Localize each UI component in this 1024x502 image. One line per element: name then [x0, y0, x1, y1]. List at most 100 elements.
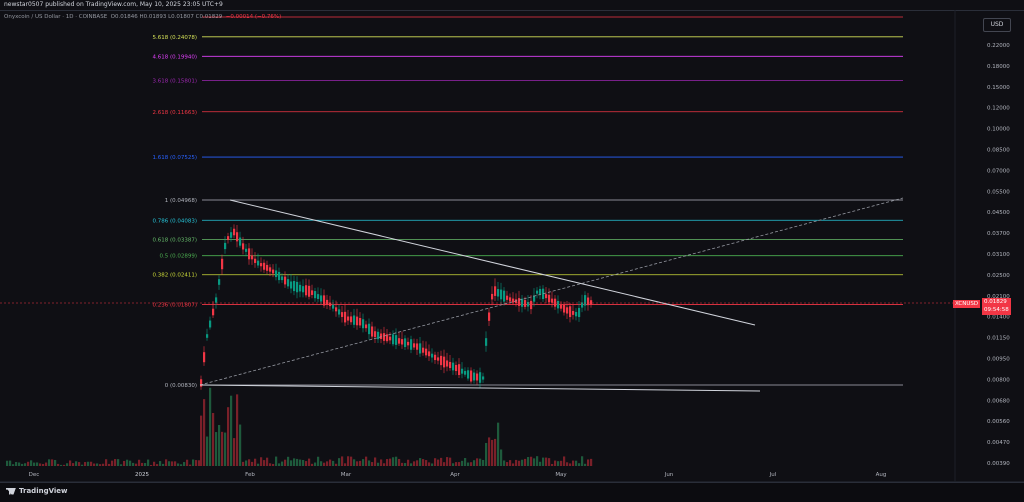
- volume-bar: [377, 462, 380, 466]
- volume-bar: [473, 460, 476, 466]
- volume-bar: [251, 461, 254, 466]
- candle-body: [425, 348, 428, 356]
- candle-body: [464, 370, 467, 375]
- volume-bar: [189, 464, 192, 466]
- dashed-diagonal-line[interactable]: [199, 197, 904, 386]
- volume-bar: [515, 459, 518, 466]
- descending-trendline[interactable]: [229, 199, 756, 326]
- volume-bar: [233, 438, 236, 466]
- volume-bar: [257, 463, 260, 466]
- candle-body: [380, 333, 383, 339]
- candle-body: [293, 281, 296, 292]
- volume-bar: [48, 459, 51, 466]
- volume-bar: [293, 458, 296, 466]
- volume-bar: [554, 460, 557, 466]
- candle-body: [500, 289, 503, 300]
- candle-body: [206, 334, 209, 338]
- candle-body: [278, 271, 281, 281]
- volume-bar: [491, 439, 494, 466]
- price-axis-label: 0.03700: [987, 231, 1010, 237]
- candle-body: [236, 232, 239, 242]
- candle-body: [479, 372, 482, 383]
- fib-level-label: 0.5 (0.02899): [159, 254, 197, 260]
- support-trendline[interactable]: [199, 384, 761, 392]
- volume-bar: [227, 407, 230, 466]
- volume-bar: [9, 460, 12, 466]
- volume-bar: [254, 458, 257, 466]
- candle-body: [215, 297, 218, 303]
- volume-bar: [269, 463, 272, 466]
- volume-bar: [557, 461, 560, 466]
- tradingview-logo-icon: [6, 487, 16, 495]
- volume-bar: [308, 458, 311, 466]
- candle-body: [440, 355, 443, 366]
- volume-bar: [21, 463, 24, 466]
- time-axis-label: Jun: [664, 472, 674, 478]
- price-axis-label: 0.00390: [987, 461, 1010, 467]
- volume-bar: [521, 459, 524, 466]
- volume-bar: [485, 442, 488, 466]
- volume-bar: [449, 457, 452, 466]
- volume-bar: [494, 438, 497, 466]
- time-axis-label: Jul: [769, 472, 777, 478]
- volume-bar: [263, 460, 266, 466]
- candle-body: [455, 364, 458, 372]
- candle-body: [449, 361, 452, 369]
- volume-bar: [206, 436, 209, 466]
- chart-frame[interactable]: [0, 10, 1024, 483]
- candle-body: [485, 338, 488, 346]
- symbol-name: Onyxcoin / US Dollar · 1D · COINBASE: [4, 14, 108, 20]
- volume-bar: [215, 432, 218, 466]
- price-tag-countdown: 09:54:58: [984, 307, 1009, 313]
- candle-body: [203, 352, 206, 363]
- candle-body: [407, 341, 410, 346]
- candle-body: [365, 324, 368, 329]
- volume-bar: [467, 462, 470, 466]
- candle-body: [446, 360, 449, 367]
- price-axis-label: 0.00800: [987, 377, 1010, 383]
- volume-bar: [413, 461, 416, 466]
- candle-body: [329, 302, 332, 307]
- volume-bar: [39, 463, 42, 466]
- candle-body: [584, 295, 587, 306]
- volume-bar: [575, 460, 578, 466]
- volume-bar: [144, 463, 147, 466]
- volume-bar: [365, 456, 368, 466]
- candle-body: [200, 379, 203, 387]
- price-tag-value: 0.01829 09:54:58: [982, 298, 1011, 315]
- candle-body: [554, 298, 557, 307]
- candle-body: [548, 294, 551, 303]
- volume-bar: [87, 461, 90, 466]
- tradingview-logo[interactable]: TradingView: [6, 487, 68, 495]
- volume-bar: [33, 462, 36, 466]
- price-axis-label: 0.00950: [987, 357, 1010, 363]
- candle-body: [419, 343, 422, 354]
- volume-bar: [147, 459, 150, 466]
- candle-body: [374, 331, 377, 338]
- candle-body: [413, 343, 416, 348]
- candle-body: [308, 285, 311, 297]
- volume-bar: [344, 463, 347, 466]
- price-axis-label: 0.00680: [987, 398, 1010, 404]
- volume-bar: [296, 458, 299, 466]
- volume-bar: [587, 459, 590, 466]
- volume-bar: [584, 463, 587, 466]
- candle-body: [344, 311, 347, 323]
- currency-button[interactable]: USD: [983, 18, 1011, 32]
- volume-bar: [368, 460, 371, 466]
- time-axis-label: Aug: [876, 472, 887, 478]
- volume-bar: [275, 456, 278, 466]
- volume-bar: [287, 456, 290, 466]
- volume-bar: [302, 459, 305, 466]
- fib-level-label: 3.618 (0.15801): [152, 78, 197, 84]
- volume-bar: [242, 461, 245, 466]
- volume-bar: [15, 461, 18, 466]
- volume-bar: [186, 459, 189, 466]
- volume-bar: [150, 464, 153, 466]
- volume-bar: [578, 463, 581, 466]
- candle-body: [218, 279, 221, 285]
- candle-body: [299, 284, 302, 292]
- volume-bar: [209, 387, 212, 466]
- volume-bar: [245, 460, 248, 466]
